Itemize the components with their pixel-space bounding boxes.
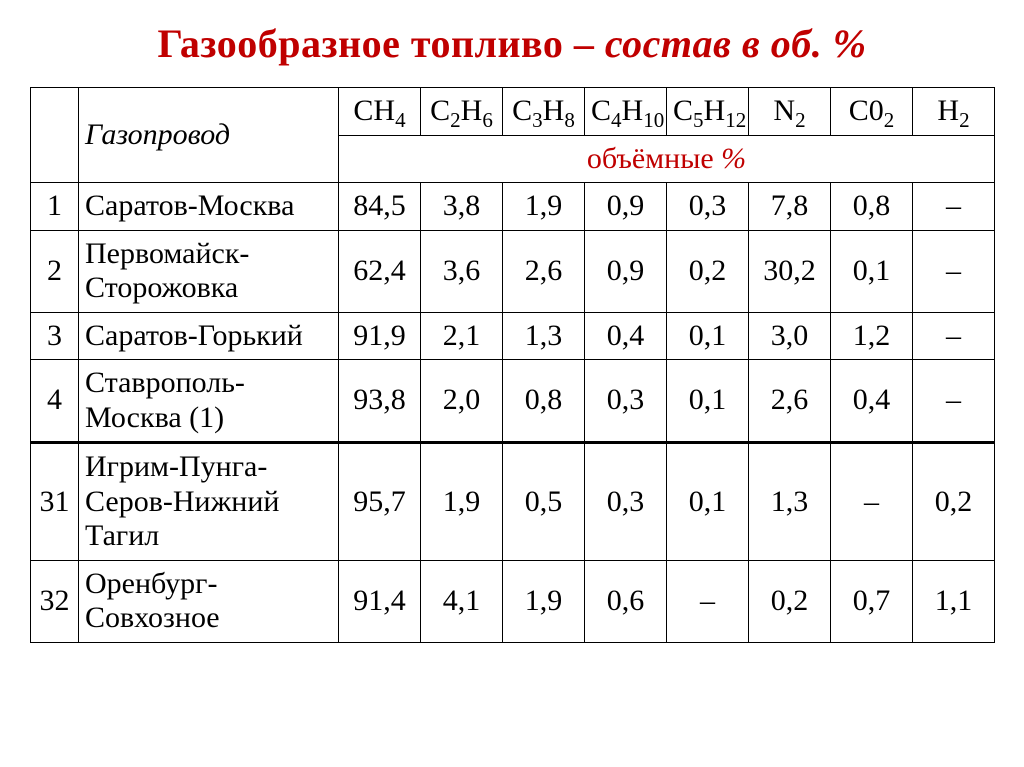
page-title: Газообразное топливо – состав в об. % [30, 20, 994, 67]
title-italic: состав в об. % [605, 21, 867, 66]
row-value: 30,2 [749, 230, 831, 312]
table-row: 32Оренбург-Совхозное91,44,11,90,6–0,20,7… [31, 560, 995, 642]
row-value: 0,1 [667, 360, 749, 443]
row-value: 3,0 [749, 312, 831, 360]
column-header-formula: C4H10 [585, 88, 667, 136]
row-value: 1,2 [831, 312, 913, 360]
row-value: 0,9 [585, 230, 667, 312]
table-body: ГазопроводCH4C2H6C3H8C4H10C5H12N2C02H2об… [31, 88, 995, 643]
row-value: 0,3 [585, 443, 667, 561]
header-volume-percent: объёмные % [339, 135, 995, 183]
table-row: 1Саратов-Москва84,53,81,90,90,37,80,8– [31, 183, 995, 231]
row-value: 2,6 [503, 230, 585, 312]
table-row: 4Ставрополь-Москва (1)93,82,00,80,30,12,… [31, 360, 995, 443]
row-value: 0,1 [667, 443, 749, 561]
row-pipeline-name: Оренбург-Совхозное [79, 560, 339, 642]
row-value: 0,4 [831, 360, 913, 443]
row-value: 0,3 [585, 360, 667, 443]
row-value: 1,3 [503, 312, 585, 360]
row-value: 3,6 [421, 230, 503, 312]
table-row: 31Игрим-Пунга-Серов-Нижний Тагил95,71,90… [31, 443, 995, 561]
column-header-formula: C2H6 [421, 88, 503, 136]
row-index: 1 [31, 183, 79, 231]
row-value: 0,2 [913, 443, 995, 561]
row-value: 7,8 [749, 183, 831, 231]
row-value: 4,1 [421, 560, 503, 642]
column-header-formula: H2 [913, 88, 995, 136]
row-value: 62,4 [339, 230, 421, 312]
row-value: 95,7 [339, 443, 421, 561]
row-value: 0,1 [667, 312, 749, 360]
row-value: 2,6 [749, 360, 831, 443]
row-value: 0,2 [749, 560, 831, 642]
column-header-formula: C3H8 [503, 88, 585, 136]
row-value: 0,5 [503, 443, 585, 561]
row-value: 0,8 [503, 360, 585, 443]
row-index: 32 [31, 560, 79, 642]
row-value: 0,3 [667, 183, 749, 231]
row-value: 1,3 [749, 443, 831, 561]
row-value: 0,9 [585, 183, 667, 231]
row-value: – [913, 183, 995, 231]
row-value: – [913, 312, 995, 360]
row-value: 2,0 [421, 360, 503, 443]
header-blank-idx [31, 88, 79, 183]
row-value: – [667, 560, 749, 642]
column-header-formula: C02 [831, 88, 913, 136]
row-value: 1,9 [421, 443, 503, 561]
table-row: 2Первомайск-Сторожовка62,43,62,60,90,230… [31, 230, 995, 312]
row-value: – [831, 443, 913, 561]
row-value: 91,4 [339, 560, 421, 642]
title-plain: Газообразное топливо – [157, 21, 604, 66]
column-header-formula: N2 [749, 88, 831, 136]
row-index: 3 [31, 312, 79, 360]
row-value: 0,1 [831, 230, 913, 312]
row-pipeline-name: Саратов-Москва [79, 183, 339, 231]
row-value: 91,9 [339, 312, 421, 360]
row-value: 1,9 [503, 183, 585, 231]
row-value: 84,5 [339, 183, 421, 231]
row-value: 0,6 [585, 560, 667, 642]
row-pipeline-name: Игрим-Пунга-Серов-Нижний Тагил [79, 443, 339, 561]
row-index: 4 [31, 360, 79, 443]
row-pipeline-name: Ставрополь-Москва (1) [79, 360, 339, 443]
row-index: 31 [31, 443, 79, 561]
column-header-formula: C5H12 [667, 88, 749, 136]
row-pipeline-name: Саратов-Горький [79, 312, 339, 360]
row-value: 2,1 [421, 312, 503, 360]
row-value: 0,8 [831, 183, 913, 231]
row-value: – [913, 360, 995, 443]
fuel-composition-table: ГазопроводCH4C2H6C3H8C4H10C5H12N2C02H2об… [30, 87, 995, 643]
header-pipeline-label: Газопровод [79, 88, 339, 183]
row-value: 1,9 [503, 560, 585, 642]
row-value: 0,2 [667, 230, 749, 312]
row-value: 93,8 [339, 360, 421, 443]
row-index: 2 [31, 230, 79, 312]
column-header-formula: CH4 [339, 88, 421, 136]
row-value: 0,4 [585, 312, 667, 360]
row-value: 0,7 [831, 560, 913, 642]
row-value: 3,8 [421, 183, 503, 231]
row-value: 1,1 [913, 560, 995, 642]
row-pipeline-name: Первомайск-Сторожовка [79, 230, 339, 312]
table-row: 3Саратов-Горький91,92,11,30,40,13,01,2– [31, 312, 995, 360]
row-value: – [913, 230, 995, 312]
